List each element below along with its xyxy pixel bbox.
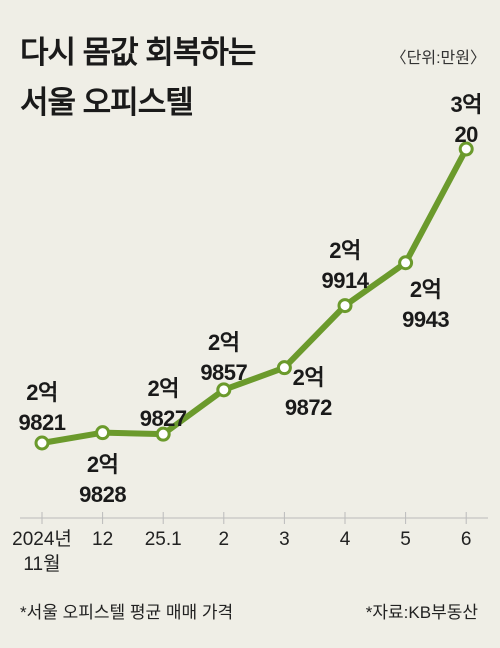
x-tick-label: 6 (460, 529, 472, 550)
data-label: 2억 9821 (18, 380, 66, 435)
data-label: 2억 9914 (321, 238, 369, 293)
data-label: 2억 9872 (284, 365, 332, 420)
point (34, 435, 50, 451)
point (458, 141, 474, 157)
point (155, 426, 171, 442)
unit-label: 〈단위:만원〉 (390, 50, 486, 67)
point (398, 255, 414, 271)
x-tick-label: 2024년 11월 (12, 529, 72, 575)
data-label: 2억 9828 (79, 452, 127, 507)
point (95, 425, 111, 441)
point (276, 360, 292, 376)
x-tick-label: 5 (400, 529, 411, 550)
data-label: 2억 9827 (139, 376, 187, 431)
data-label: 2억 9857 (200, 330, 248, 385)
x-tick-label: 4 (339, 529, 351, 550)
point (337, 298, 353, 314)
x-tick-label: 2 (218, 529, 230, 550)
chart-title: 다시 몸값 회복하는 서울 오피스텔 (20, 35, 256, 120)
line (41, 147, 469, 446)
data-label: 2억 9943 (402, 277, 450, 332)
x-tick-label: 12 (92, 529, 114, 550)
source: *자료:KB부동산 (365, 603, 478, 622)
point (216, 382, 232, 398)
footnote: *서울 오피스텔 평균 매매 가격 (20, 603, 234, 622)
x-tick-label: 3 (279, 529, 290, 550)
x-tick-label: 25.1 (144, 529, 182, 550)
data-label: 3억 20 (450, 92, 482, 147)
